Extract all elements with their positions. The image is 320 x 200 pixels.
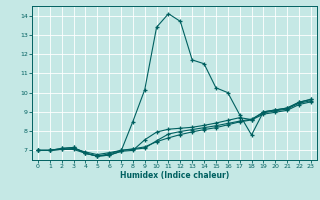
X-axis label: Humidex (Indice chaleur): Humidex (Indice chaleur) bbox=[120, 171, 229, 180]
